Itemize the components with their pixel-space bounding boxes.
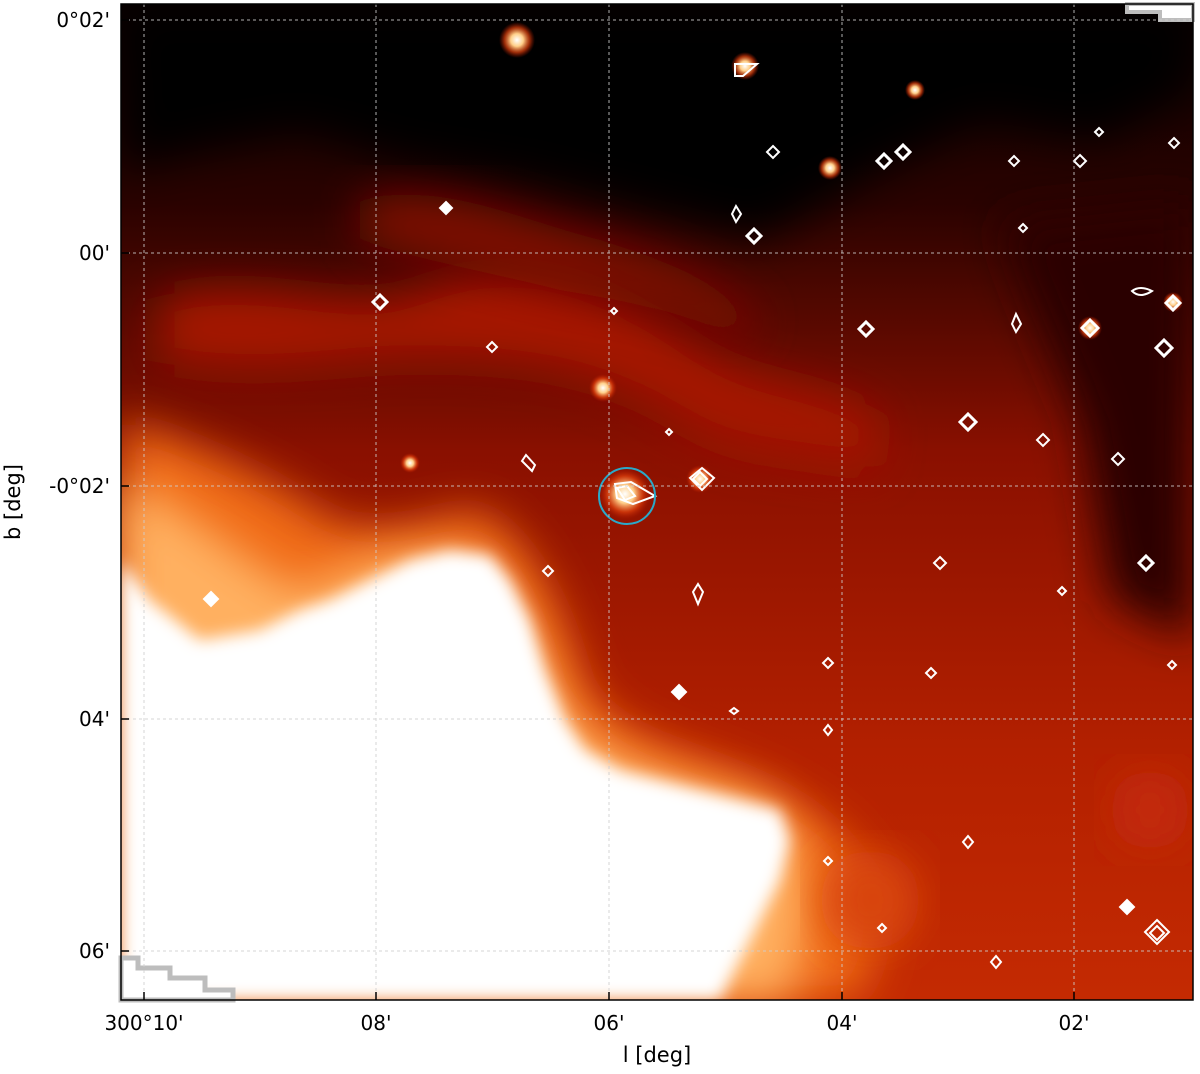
x-tick-label: 04'	[827, 1011, 858, 1035]
image-panel	[121, 4, 1193, 1000]
x-tick-label: 02'	[1059, 1011, 1090, 1035]
axes-frame	[120, 3, 1194, 1001]
x-tick-label: 06'	[594, 1011, 625, 1035]
contours	[202, 63, 1183, 970]
x-tick-label: 08'	[361, 1011, 392, 1035]
x-tick-label: 300°10'	[104, 1011, 183, 1035]
x-axis-label: l [deg]	[623, 1043, 691, 1067]
highlight-circle	[598, 467, 656, 525]
y-tick-label: 06'	[79, 939, 110, 963]
y-tick-label: 00'	[79, 241, 110, 265]
y-tick-label: -0°02'	[49, 474, 110, 498]
y-tick-label: 0°02'	[56, 8, 110, 32]
grid-lines	[121, 4, 1193, 1000]
y-tick-label: 04'	[79, 707, 110, 731]
tick-marks	[121, 19, 1075, 1000]
y-axis-label: b [deg]	[1, 464, 25, 540]
